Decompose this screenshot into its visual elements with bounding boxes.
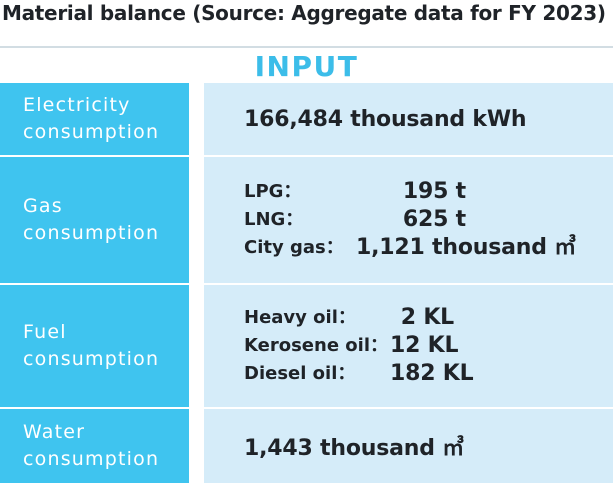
row-label-line2: consumption <box>23 222 160 244</box>
fuel-item-key: Kerosene oil： <box>244 335 388 356</box>
page-title: Material balance (Source: Aggregate data… <box>2 1 606 25</box>
row-fuel: Fuel consumption Heavy oil： 2 KL Kerosen… <box>0 285 613 407</box>
gas-items: LPG： 195 t LNG： 625 t City gas： 1,121 th… <box>244 178 577 262</box>
row-label-line2: consumption <box>23 448 160 470</box>
gas-item-value: 195 t <box>402 179 466 204</box>
gas-item-key: LPG： <box>244 181 302 202</box>
row-value-cell: Heavy oil： 2 KL Kerosene oil： 12 KL Dies… <box>204 285 613 407</box>
row-label: Water consumption <box>0 409 189 483</box>
row-label-line2: consumption <box>23 121 160 143</box>
water-value: 1,443 thousand ㎥ <box>244 436 465 461</box>
row-label-line1: Gas <box>23 195 63 217</box>
row-label-line1: Water <box>23 421 86 443</box>
row-label: Electricity consumption <box>0 83 189 155</box>
fuel-item-key: Diesel oil： <box>244 363 356 384</box>
gas-item-key: LNG： <box>244 209 304 230</box>
row-label: Fuel consumption <box>0 285 189 407</box>
row-value-cell: 1,443 thousand ㎥ <box>204 409 613 483</box>
fuel-items: Heavy oil： 2 KL Kerosene oil： 12 KL Dies… <box>244 304 474 388</box>
row-gas: Gas consumption LPG： 195 t LNG： 625 t Ci… <box>0 157 613 283</box>
row-value-cell: 166,484 thousand kWh <box>204 83 613 155</box>
fuel-item-key: Heavy oil： <box>244 307 356 328</box>
row-water: Water consumption 1,443 thousand ㎥ <box>0 409 613 483</box>
gas-item-value: 1,121 thousand ㎥ <box>356 235 577 260</box>
row-label: Gas consumption <box>0 157 189 283</box>
row-label-line1: Electricity <box>23 94 131 116</box>
section-label-input: INPUT <box>254 50 359 83</box>
fuel-item-value: 2 KL <box>400 305 454 330</box>
row-label-line2: consumption <box>23 348 160 370</box>
gas-item-value: 625 t <box>402 207 466 232</box>
row-electricity: Electricity consumption 166,484 thousand… <box>0 83 613 155</box>
fuel-item-value: 182 KL <box>390 361 474 386</box>
electricity-value: 166,484 thousand kWh <box>244 106 527 132</box>
header-divider <box>0 46 613 48</box>
fuel-item-value: 12 KL <box>390 333 459 358</box>
gas-item-key: City gas： <box>244 237 344 258</box>
row-value-cell: LPG： 195 t LNG： 625 t City gas： 1,121 th… <box>204 157 613 283</box>
row-label-line1: Fuel <box>23 321 67 343</box>
